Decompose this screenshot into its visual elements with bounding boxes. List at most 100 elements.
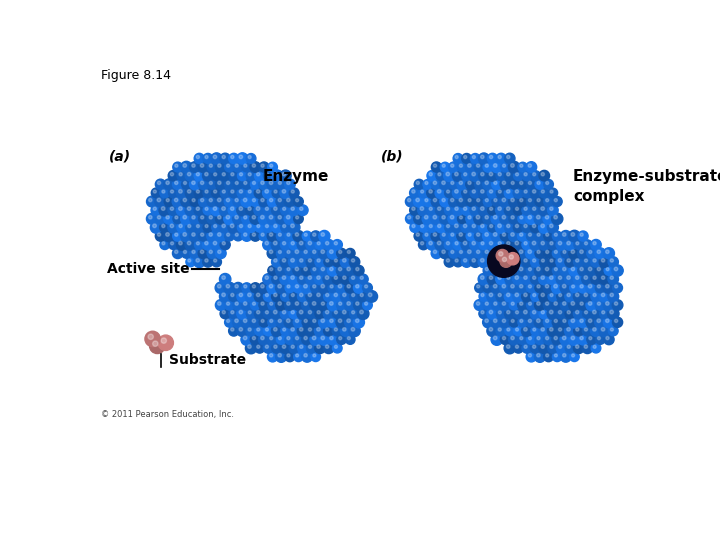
Circle shape [351,276,355,279]
Circle shape [210,181,212,185]
Circle shape [225,231,234,241]
Circle shape [204,259,208,262]
Circle shape [503,164,505,167]
Circle shape [491,282,503,294]
Circle shape [291,190,294,193]
Circle shape [535,248,545,258]
Circle shape [263,239,274,250]
Circle shape [524,345,527,348]
Circle shape [338,302,342,305]
Circle shape [520,216,523,219]
Circle shape [564,239,576,250]
Circle shape [175,233,178,237]
Circle shape [209,215,212,219]
Circle shape [526,352,536,362]
Circle shape [179,207,182,211]
Circle shape [513,343,523,353]
Circle shape [241,196,253,207]
Circle shape [175,216,178,219]
Circle shape [325,259,329,262]
Circle shape [493,319,497,322]
Circle shape [511,268,514,271]
Circle shape [300,345,303,348]
Circle shape [535,283,545,293]
Circle shape [556,256,567,268]
Circle shape [562,336,566,340]
Circle shape [563,251,566,253]
Circle shape [506,207,510,211]
Circle shape [410,222,420,232]
Circle shape [264,343,274,353]
Circle shape [451,251,454,253]
Circle shape [485,199,488,202]
Circle shape [546,233,549,236]
Circle shape [214,225,217,228]
Circle shape [323,308,334,319]
Circle shape [518,335,528,345]
Circle shape [289,343,300,353]
Circle shape [344,316,356,328]
Circle shape [614,302,618,305]
Circle shape [310,334,322,345]
Circle shape [429,190,432,193]
Circle shape [424,215,428,219]
Circle shape [203,205,212,215]
Circle shape [231,173,234,176]
Circle shape [227,181,230,185]
Circle shape [341,291,351,302]
Circle shape [264,326,273,336]
Circle shape [504,187,516,198]
Circle shape [513,239,524,251]
Circle shape [224,213,235,225]
Circle shape [582,257,593,267]
Circle shape [192,233,195,237]
Circle shape [539,308,549,319]
Circle shape [233,213,243,224]
Circle shape [450,215,454,219]
Circle shape [541,345,544,348]
Circle shape [336,265,347,276]
Circle shape [603,299,615,310]
Circle shape [575,310,579,314]
Circle shape [328,317,338,328]
Circle shape [504,291,516,302]
Circle shape [535,334,545,345]
Circle shape [526,317,536,327]
Circle shape [148,215,152,219]
Circle shape [503,319,505,322]
Circle shape [441,181,445,185]
Circle shape [595,283,606,293]
Circle shape [541,328,544,331]
Circle shape [567,293,570,296]
Circle shape [449,179,459,189]
Circle shape [539,221,550,233]
Circle shape [464,207,467,211]
Circle shape [550,259,553,262]
Circle shape [280,240,291,250]
Circle shape [552,352,562,362]
Circle shape [536,319,540,322]
Circle shape [334,328,338,331]
Circle shape [453,240,463,250]
Circle shape [215,213,226,224]
Circle shape [593,328,596,331]
Circle shape [498,311,501,314]
Circle shape [453,205,463,215]
Circle shape [503,336,505,340]
Circle shape [509,300,519,310]
Circle shape [308,241,312,245]
Circle shape [431,196,442,207]
Circle shape [287,319,290,322]
Circle shape [350,309,359,319]
Circle shape [474,213,485,225]
Circle shape [559,328,562,331]
Circle shape [269,215,273,219]
Circle shape [569,334,580,345]
Circle shape [215,282,227,294]
Circle shape [593,293,596,296]
Circle shape [239,310,243,314]
Circle shape [356,302,359,305]
Circle shape [509,318,519,327]
Circle shape [510,336,514,340]
Circle shape [233,197,243,207]
